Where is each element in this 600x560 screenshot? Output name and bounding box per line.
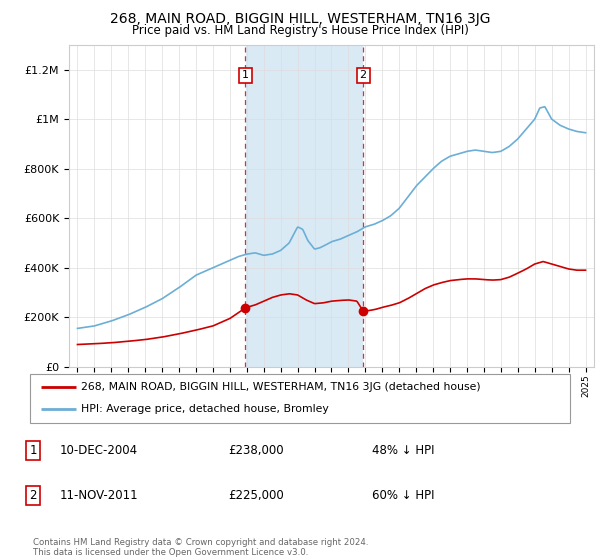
Text: 2: 2 <box>359 71 367 81</box>
Text: 10-DEC-2004: 10-DEC-2004 <box>60 444 138 458</box>
Text: 48% ↓ HPI: 48% ↓ HPI <box>372 444 434 458</box>
Text: £238,000: £238,000 <box>228 444 284 458</box>
Text: £225,000: £225,000 <box>228 489 284 502</box>
Text: 268, MAIN ROAD, BIGGIN HILL, WESTERHAM, TN16 3JG: 268, MAIN ROAD, BIGGIN HILL, WESTERHAM, … <box>110 12 490 26</box>
Text: Contains HM Land Registry data © Crown copyright and database right 2024.
This d: Contains HM Land Registry data © Crown c… <box>33 538 368 557</box>
Text: 268, MAIN ROAD, BIGGIN HILL, WESTERHAM, TN16 3JG (detached house): 268, MAIN ROAD, BIGGIN HILL, WESTERHAM, … <box>82 382 481 393</box>
Text: 2: 2 <box>29 489 37 502</box>
Text: 1: 1 <box>29 444 37 458</box>
Text: 60% ↓ HPI: 60% ↓ HPI <box>372 489 434 502</box>
Text: 1: 1 <box>242 71 249 81</box>
Text: Price paid vs. HM Land Registry's House Price Index (HPI): Price paid vs. HM Land Registry's House … <box>131 24 469 37</box>
FancyBboxPatch shape <box>30 374 570 423</box>
Text: HPI: Average price, detached house, Bromley: HPI: Average price, detached house, Brom… <box>82 404 329 414</box>
Text: 11-NOV-2011: 11-NOV-2011 <box>60 489 139 502</box>
